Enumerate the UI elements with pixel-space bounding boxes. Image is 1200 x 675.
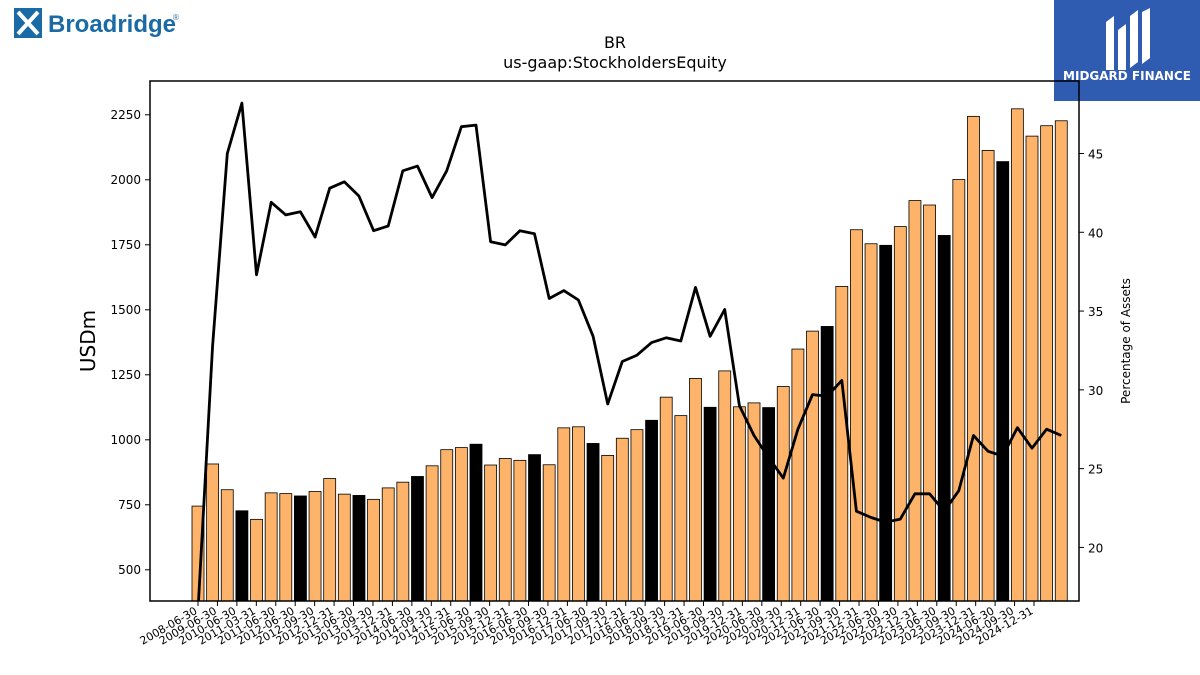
bar-2018-09-30 [659,396,673,602]
y2-tick-label: 40 [1088,226,1103,240]
bar-2011-09-30 [279,493,293,602]
y2-tick-label: 20 [1088,541,1103,555]
bar-2013-09-30 [367,498,380,602]
y-axis-right: 20 25 30 35 40 45 [1079,147,1103,555]
bar-2015-09-30 [484,464,498,602]
x-axis: 2008-06-302009-06-302010-06-302011-03-31… [138,601,1036,648]
bar-2021-09-30 [835,285,849,602]
bar-2018-03-31 [630,429,644,602]
bar-2015-12-31 [498,458,512,602]
broadridge-mark-icon: Broadridge ® [14,8,179,38]
bar-2012-12-31 [323,478,337,602]
bar-2013-12-31 [381,487,395,602]
bar-2021-06-30 [820,326,834,602]
bar-2017-06-30 [586,443,600,602]
bar-2014-03-31 [396,481,410,602]
midgard-mark-icon: MIDGARD FINANCE [1063,8,1191,83]
y-axis-label: USDm [76,310,100,372]
midgard-logo-text: MIDGARD FINANCE [1063,69,1191,83]
bar-2009-06-30 [220,489,234,602]
bar-2013-06-30 [352,495,366,602]
y-tick-label: 1250 [110,368,141,382]
bar-2020-12-31 [791,348,805,602]
bar-2008-09-30 [206,463,220,602]
bar-2016-03-31 [513,459,527,602]
bar-2022-09-30 [893,226,907,602]
bar-undefined [1040,125,1054,602]
bar-series [191,108,1068,602]
y-tick-label: 2000 [110,173,141,187]
bar-2020-06-30 [762,407,776,602]
bar-2017-03-31 [572,426,585,602]
bar-2023-12-31 [967,115,980,602]
bar-2016-12-31 [557,427,571,602]
y-tick-label: 1000 [110,433,141,447]
bar-2019-06-30 [703,406,717,602]
bar-2022-12-31 [908,200,922,602]
bar-2015-06-30 [469,443,483,602]
bar-2021-12-31 [850,229,863,602]
y-axis-left: 500 750 1000 1250 1500 1750 2000 2250 [110,108,150,577]
bar-2018-12-31 [674,415,688,602]
midgard-finance-logo: MIDGARD FINANCE [1054,0,1200,101]
bar-2022-06-30 [879,244,893,602]
bar-2020-09-30 [776,386,790,602]
bar-2022-03-31 [864,243,878,602]
bar-2018-06-30 [645,419,658,602]
bar-2011-03-31 [250,518,263,602]
bar-2024-03-31 [981,150,995,602]
bar-2019-03-31 [689,378,702,602]
bar-2012-09-30 [308,491,322,602]
bar-2016-06-30 [528,454,541,602]
y-tick-label: 2250 [110,108,141,122]
y2-tick-label: 35 [1088,305,1103,319]
y-tick-label: 750 [118,498,141,512]
bar-2015-03-31 [454,447,468,602]
y-tick-label: 500 [118,563,141,577]
bar-2012-06-30 [294,495,307,602]
chart-subtitle: us-gaap:StockholdersEquity [503,53,727,72]
bar-2016-09-30 [542,464,556,602]
bar-2023-06-30 [937,235,951,602]
broadridge-registered-mark: ® [173,13,179,22]
bar-2011-06-30 [264,492,278,602]
bar-2024-12-31 [1025,135,1039,602]
y-tick-label: 1750 [110,238,141,252]
plot-frame [149,80,1080,602]
bar-2023-09-30 [952,179,966,602]
bar-2010-06-30 [235,510,249,602]
bar-2024-09-30 [1010,108,1024,602]
y2-tick-label: 25 [1088,463,1103,477]
y2-tick-label: 30 [1088,384,1103,398]
bar-2017-12-31 [615,437,629,602]
bar-2017-09-30 [601,454,615,602]
y2-tick-label: 45 [1088,147,1103,161]
broadridge-logo: Broadridge ® [12,6,182,40]
bar-2024-06-30 [996,161,1010,602]
bar-2014-12-31 [440,449,454,602]
percentage-of-assets-line [197,101,1062,601]
chart-title: BR [604,33,626,52]
bar-2023-03-31 [923,204,936,602]
bar-2013-03-31 [337,493,351,602]
broadridge-logo-text: Broadridge [48,11,176,38]
bar-undefined [1054,120,1068,602]
y-tick-label: 1500 [110,303,141,317]
bar-2014-09-30 [425,465,439,602]
y2-axis-label: Percentage of Assets [1119,278,1133,404]
bar-2014-06-30 [411,476,424,602]
bar-2021-03-31 [806,330,819,602]
line-series [197,101,1062,601]
bar-2019-09-30 [718,370,732,602]
bar-2019-12-31 [732,406,746,602]
